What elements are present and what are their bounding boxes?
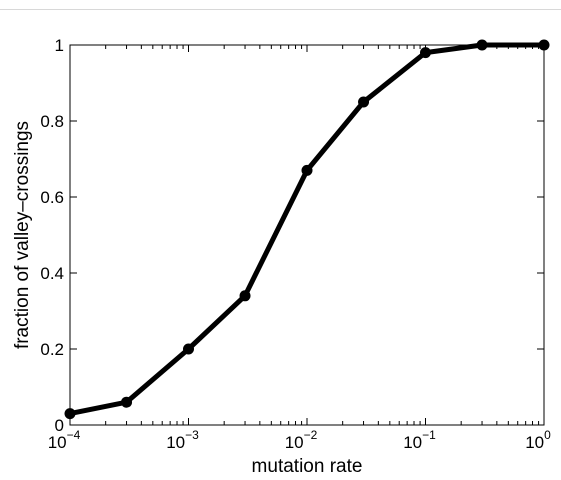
y-tick-label: 0.2 xyxy=(40,340,64,359)
x-tick-exponent: −3 xyxy=(185,428,199,442)
x-tick-exponent: −4 xyxy=(67,428,81,442)
x-tick-base: 10 xyxy=(166,433,185,452)
data-point xyxy=(121,396,133,408)
data-point xyxy=(476,39,488,51)
y-tick-label: 0.4 xyxy=(40,264,64,283)
x-tick-labels: 10−4 10−3 10−2 10−1 100 xyxy=(48,428,551,452)
x-tick-label: 10−1 xyxy=(403,428,436,452)
data-point xyxy=(183,343,194,355)
x-axis-label: mutation rate xyxy=(252,456,363,477)
plot-area xyxy=(69,44,545,426)
y-axis-label: fraction of valley–crossings xyxy=(12,121,33,349)
x-tick-label: 100 xyxy=(525,428,551,452)
y-tick-label: 0 xyxy=(55,416,64,435)
data-point xyxy=(358,96,370,108)
x-tick-label: 10−3 xyxy=(166,428,199,452)
x-tick-base: 10 xyxy=(48,433,67,452)
x-tick-base: 10 xyxy=(403,433,422,452)
x-tick-label: 10−4 xyxy=(48,428,81,452)
data-point xyxy=(301,164,313,176)
y-tick-labels: 0 0.2 0.4 0.6 0.8 1 xyxy=(40,36,64,435)
series-group xyxy=(64,39,550,420)
y-tick-label: 0.8 xyxy=(40,112,64,131)
x-tick-exponent: −1 xyxy=(422,428,436,442)
x-tick-label: 10−2 xyxy=(285,428,318,452)
x-tick-base: 10 xyxy=(525,433,544,452)
data-point xyxy=(64,408,76,420)
y-tick-label: 0.6 xyxy=(40,188,64,207)
x-tick-exponent: −2 xyxy=(304,428,318,442)
data-point xyxy=(538,39,550,51)
x-tick-exponent: 0 xyxy=(544,428,551,442)
top-divider xyxy=(0,9,561,10)
y-tick-label: 1 xyxy=(55,36,64,55)
x-tick-base: 10 xyxy=(285,433,304,452)
data-point xyxy=(420,47,431,59)
data-point xyxy=(239,290,251,302)
